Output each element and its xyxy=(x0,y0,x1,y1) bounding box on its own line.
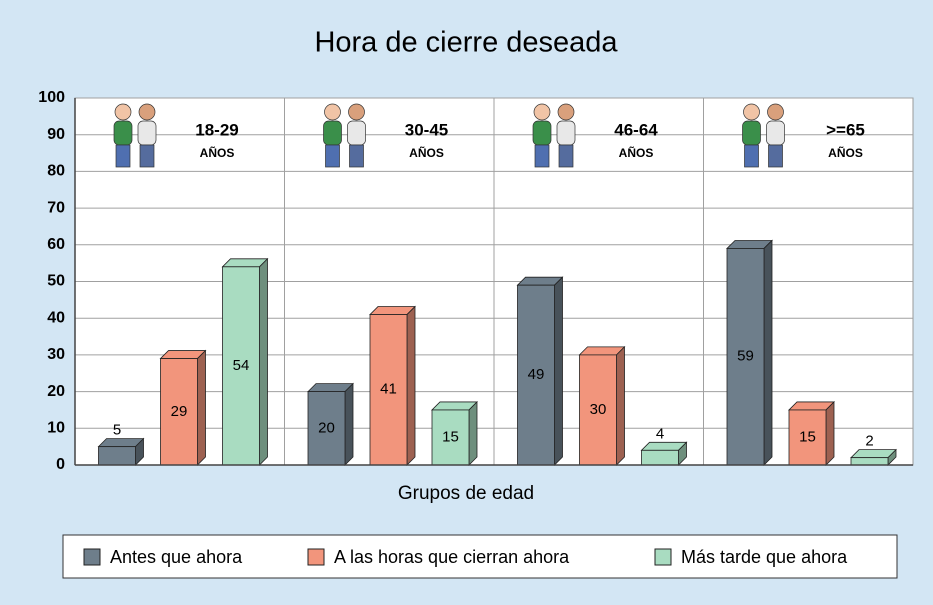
legend-label: A las horas que cierran ahora xyxy=(334,547,570,567)
icon-legs xyxy=(350,145,364,167)
icon-body xyxy=(533,121,551,145)
bar-side xyxy=(407,307,415,465)
bar-side xyxy=(617,347,625,465)
legend-label: Más tarde que ahora xyxy=(681,547,848,567)
value-label: 54 xyxy=(233,357,250,374)
bar-side xyxy=(469,402,477,465)
value-label: 49 xyxy=(528,366,545,383)
bar-side xyxy=(345,384,353,465)
icon-legs xyxy=(535,145,549,167)
icon-body xyxy=(138,121,156,145)
y-tick-label: 20 xyxy=(47,383,65,400)
icon-head xyxy=(349,104,365,120)
value-label: 59 xyxy=(737,348,754,365)
value-label: 41 xyxy=(380,381,397,398)
icon-head xyxy=(558,104,574,120)
legend-label: Antes que ahora xyxy=(110,547,243,567)
icon-legs xyxy=(769,145,783,167)
value-label: 30 xyxy=(590,401,607,418)
icon-head xyxy=(139,104,155,120)
category-unit: AÑOS xyxy=(619,145,654,160)
bar xyxy=(99,447,136,465)
category-unit: AÑOS xyxy=(409,145,444,160)
page: {"chart_data": {"type": "bar3d", "title"… xyxy=(0,0,933,605)
bar-side xyxy=(826,402,834,465)
icon-body xyxy=(557,121,575,145)
category-unit: AÑOS xyxy=(828,145,863,160)
icon-legs xyxy=(559,145,573,167)
category-label: >=65 xyxy=(826,120,865,139)
bar-side xyxy=(555,277,563,465)
y-tick-label: 70 xyxy=(47,199,65,216)
icon-head xyxy=(744,104,760,120)
icon-body xyxy=(348,121,366,145)
value-label: 15 xyxy=(799,428,816,445)
icon-body xyxy=(743,121,761,145)
bar-side xyxy=(764,240,772,465)
icon-legs xyxy=(326,145,340,167)
icon-head xyxy=(325,104,341,120)
y-tick-label: 10 xyxy=(47,420,65,437)
legend-swatch xyxy=(84,549,100,565)
icon-head xyxy=(115,104,131,120)
bar-side xyxy=(198,351,206,465)
bar xyxy=(851,458,888,465)
y-tick-label: 50 xyxy=(47,273,65,290)
legend-swatch xyxy=(655,549,671,565)
icon-head xyxy=(768,104,784,120)
value-label: 2 xyxy=(865,433,873,450)
y-tick-label: 40 xyxy=(47,309,65,326)
icon-legs xyxy=(745,145,759,167)
category-label: 46-64 xyxy=(614,120,658,139)
category-label: 18-29 xyxy=(195,120,238,139)
value-label: 4 xyxy=(656,425,664,442)
legend-swatch xyxy=(308,549,324,565)
y-tick-label: 0 xyxy=(56,456,65,473)
value-label: 5 xyxy=(113,422,121,439)
icon-head xyxy=(534,104,550,120)
value-label: 15 xyxy=(442,428,459,445)
bar xyxy=(642,450,679,465)
category-label: 30-45 xyxy=(405,120,448,139)
category-unit: AÑOS xyxy=(200,145,235,160)
x-axis-label: Grupos de edad xyxy=(398,483,534,504)
y-tick-label: 100 xyxy=(38,89,65,106)
y-tick-label: 60 xyxy=(47,236,65,253)
y-tick-label: 30 xyxy=(47,346,65,363)
y-tick-label: 80 xyxy=(47,163,65,180)
chart: Hora de cierre deseada Grupos de edad 0 1… xyxy=(0,0,933,605)
value-label: 29 xyxy=(171,403,188,420)
icon-body xyxy=(767,121,785,145)
icon-legs xyxy=(116,145,130,167)
y-tick-label: 90 xyxy=(47,126,65,143)
value-label: 20 xyxy=(318,419,335,436)
icon-legs xyxy=(140,145,154,167)
bar-side xyxy=(260,259,268,465)
icon-body xyxy=(114,121,132,145)
icon-body xyxy=(324,121,342,145)
chart-title: Hora de cierre deseada xyxy=(314,27,618,59)
